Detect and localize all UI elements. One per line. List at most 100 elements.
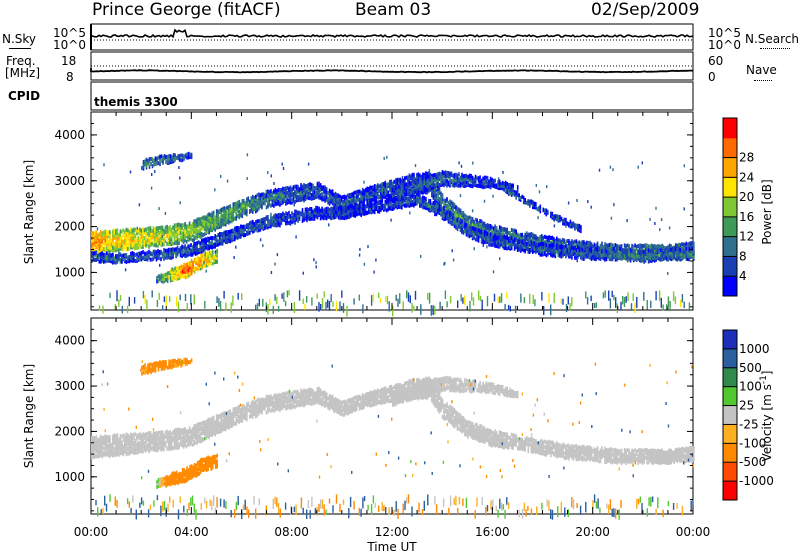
power-cell-b1: [529, 240, 531, 245]
power-cell-b0: [500, 228, 502, 233]
power-cell-b0: [321, 197, 323, 202]
power-cell-b1: [307, 215, 310, 220]
power-cell-b0: [196, 231, 198, 236]
power-cell-b1: [224, 235, 227, 240]
power-cell-b0: [614, 243, 617, 248]
power-cell-b0: [271, 191, 274, 196]
power-cell-b0: [157, 237, 159, 242]
power-cell-b0: [352, 191, 355, 196]
power-cell-b0: [632, 244, 635, 249]
power-cell-b0: [532, 232, 534, 237]
power-cell-b1: [234, 229, 236, 234]
power-cell-b0: [458, 212, 460, 217]
power-cell-b0: [148, 226, 150, 231]
power-cell-b1: [176, 245, 179, 250]
power-cell-b0: [228, 213, 230, 218]
power-cell-b0: [300, 186, 302, 191]
power-cell-b1: [456, 221, 459, 226]
power-cell-b0: [172, 225, 174, 230]
power-cell-b1: [401, 195, 403, 200]
power-cell-b1: [553, 252, 555, 257]
power-cell-b0: [205, 227, 207, 232]
power-cell-b1: [118, 252, 120, 257]
power-cell-b1: [682, 255, 685, 260]
power-cell-b0: [115, 235, 117, 240]
power-cell-b0: [407, 179, 409, 184]
power-cell-b0: [173, 236, 176, 241]
power-cell-b1: [419, 200, 421, 205]
power-cell-b0: [166, 231, 168, 236]
power-cell-b1: [619, 250, 621, 255]
power-cell-b1: [539, 252, 542, 257]
power-cell-b2: [156, 279, 158, 284]
power-cell-b0: [137, 240, 140, 245]
power-cell-b1: [610, 257, 612, 262]
power-cell-b0: [291, 187, 293, 192]
power-cell-b0: [628, 244, 630, 249]
power-cell-b0: [203, 215, 206, 220]
power-cell-b1: [185, 249, 188, 254]
power-cell-b0: [477, 224, 480, 229]
power-cell-b1: [601, 249, 603, 254]
power-cell-b4: [417, 184, 420, 189]
power-cell-b1: [503, 238, 505, 243]
power-cell-b1: [145, 256, 147, 261]
power-cell-b3: [168, 160, 170, 165]
power-cell-b1: [586, 254, 588, 259]
power-cell-b1: [166, 255, 168, 260]
power-cell-b1: [301, 214, 304, 219]
power-cell-b0: [115, 246, 117, 251]
power-cell-b0: [386, 182, 388, 187]
power-cell-b0: [419, 173, 421, 178]
power-cell-b1: [100, 254, 102, 259]
power-cell-b0: [679, 243, 682, 248]
power-cell-b4: [425, 174, 427, 179]
power-cell-b1: [330, 206, 332, 211]
power-cell-b1: [316, 206, 319, 210]
power-cell-b1: [551, 245, 554, 250]
power-cell-b0: [392, 181, 394, 186]
power-cell-b1: [137, 258, 140, 262]
power-cell-b2: [216, 252, 218, 257]
power-cell-b0: [119, 229, 122, 234]
power-cell-b0: [345, 199, 347, 204]
power-cell-b1: [331, 206, 334, 211]
power-cell-b1: [551, 253, 554, 258]
power-cell-b4: [395, 195, 397, 200]
power-cell-b0: [417, 180, 420, 185]
power-cell-b2: [196, 264, 199, 269]
power-cell-b0: [175, 223, 177, 228]
power-cell-b1: [148, 252, 150, 256]
power-cell-b3: [186, 152, 188, 157]
power-cell-b0: [247, 196, 250, 201]
power-cell-b0: [343, 194, 346, 199]
power-cell-b1: [179, 252, 182, 257]
power-cell-b1: [94, 257, 96, 262]
power-cell-b1: [390, 201, 393, 206]
power-cell-b0: [446, 206, 448, 211]
power-cell-b1: [693, 246, 695, 251]
power-cell-b0: [169, 235, 171, 239]
power-cell-b0: [200, 231, 203, 236]
power-cell-b1: [599, 248, 602, 253]
power-cell-b0: [539, 234, 542, 239]
power-cell-b0: [199, 227, 201, 232]
nave-tick-bottom: 0: [708, 70, 716, 84]
power-cell-b4: [404, 191, 406, 196]
nave-tick-top: 60: [708, 54, 724, 68]
power-cell-b0: [176, 234, 179, 239]
power-cell-b1: [169, 255, 171, 260]
power-cell-b4: [434, 176, 436, 180]
power-cell-b1: [438, 206, 441, 211]
power-cell-b0: [163, 228, 165, 233]
power-cell-b0: [395, 182, 397, 187]
power-cell-b0: [199, 222, 201, 226]
power-cell-b0: [97, 246, 99, 251]
power-cell-b0: [294, 184, 296, 189]
power-cell-b0: [115, 244, 117, 249]
power-cell-b0: [420, 190, 423, 195]
power-cell-b1: [626, 250, 629, 255]
power-cell-b0: [623, 243, 626, 248]
power-cell-b2: [189, 268, 191, 273]
power-cell-b1: [196, 251, 198, 256]
